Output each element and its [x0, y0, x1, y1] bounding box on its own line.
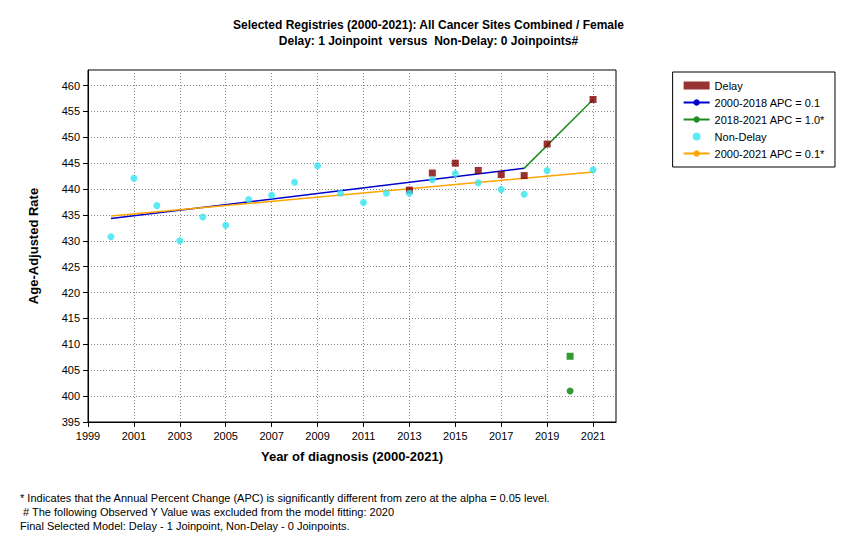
svg-text:2001: 2001: [122, 430, 146, 442]
svg-text:Delay: Delay: [715, 80, 744, 92]
svg-text:400: 400: [62, 390, 80, 402]
svg-text:460: 460: [62, 80, 80, 92]
svg-text:445: 445: [62, 157, 80, 169]
svg-text:Year of diagnosis (2000-2021): Year of diagnosis (2000-2021): [261, 449, 443, 464]
svg-text:415: 415: [62, 312, 80, 324]
svg-text:2011: 2011: [352, 430, 376, 442]
svg-text:Delay: 1 Joinpoint versus No: Delay: 1 Joinpoint versus Non-Delay: 0 J…: [279, 34, 579, 48]
svg-text:Final Selected Model: Delay -: Final Selected Model: Delay - 1 Joinpoin…: [20, 520, 350, 532]
svg-text:2015: 2015: [443, 430, 467, 442]
svg-text:425: 425: [62, 261, 80, 273]
svg-text:Age-Adjusted Rate: Age-Adjusted Rate: [26, 188, 41, 304]
svg-text:2003: 2003: [168, 430, 192, 442]
svg-text:Selected Registries (2000-2021: Selected Registries (2000-2021): All Can…: [233, 18, 624, 32]
svg-text:2009: 2009: [305, 430, 329, 442]
svg-text:430: 430: [62, 235, 80, 247]
svg-text:450: 450: [62, 131, 80, 143]
svg-text:2021: 2021: [581, 430, 605, 442]
svg-text:440: 440: [62, 183, 80, 195]
svg-text:405: 405: [62, 364, 80, 376]
svg-text:455: 455: [62, 105, 80, 117]
svg-text:# The following Observed Y Val: # The following Observed Y Value was exc…: [20, 506, 394, 518]
svg-text:Non-Delay: Non-Delay: [715, 131, 767, 143]
svg-text:* Indicates that the Annual Pe: * Indicates that the Annual Percent Chan…: [20, 492, 550, 504]
svg-text:420: 420: [62, 287, 80, 299]
svg-text:395: 395: [62, 416, 80, 428]
svg-text:435: 435: [62, 209, 80, 221]
svg-text:410: 410: [62, 338, 80, 350]
svg-text:2000-2018 APC = 0.1: 2000-2018 APC = 0.1: [715, 97, 821, 109]
svg-text:1999: 1999: [76, 430, 100, 442]
svg-text:2018-2021 APC = 1.0*: 2018-2021 APC = 1.0*: [715, 114, 825, 126]
svg-text:2017: 2017: [489, 430, 513, 442]
svg-text:2007: 2007: [259, 430, 283, 442]
svg-text:2019: 2019: [535, 430, 559, 442]
svg-text:2013: 2013: [397, 430, 421, 442]
svg-text:2005: 2005: [213, 430, 237, 442]
svg-text:2000-2021 APC = 0.1*: 2000-2021 APC = 0.1*: [715, 148, 825, 160]
